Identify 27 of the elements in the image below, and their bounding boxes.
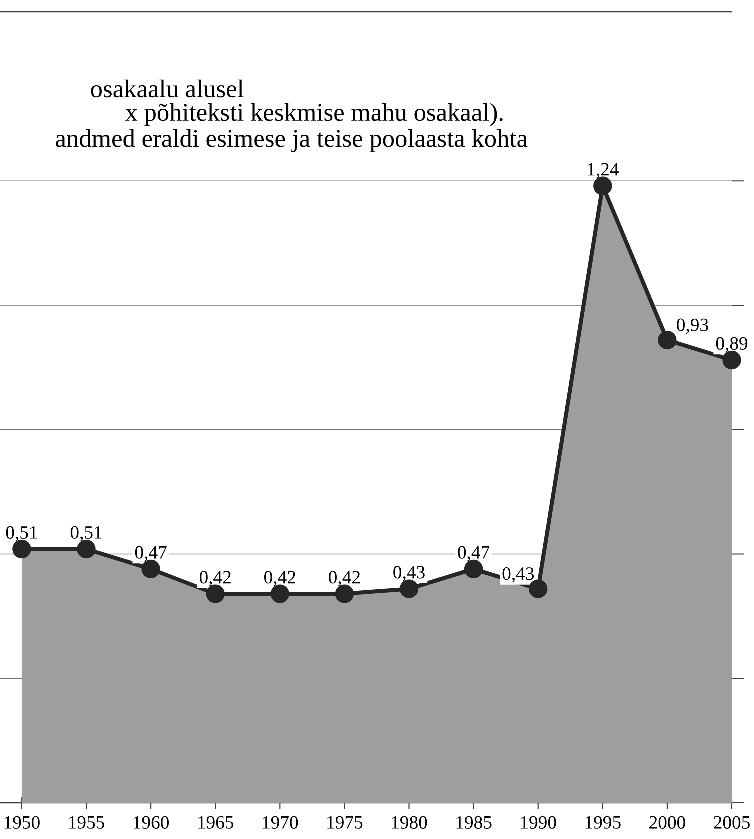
x-tick-label: 1970 bbox=[263, 816, 298, 829]
x-tick-label: 1990 bbox=[521, 816, 556, 829]
x-tick-label: 1980 bbox=[392, 816, 428, 829]
x-tick-label: 1995 bbox=[586, 816, 621, 829]
x-tick-label: 2000 bbox=[650, 816, 686, 829]
data-label: 1,24 bbox=[588, 163, 619, 179]
data-label: 0,42 bbox=[329, 571, 360, 586]
data-label: 0,42 bbox=[200, 571, 231, 586]
data-label: 0,51 bbox=[70, 526, 102, 542]
data-label: 0,89 bbox=[716, 337, 748, 353]
annotation: x põhiteksti keskmise mahu osakaal). bbox=[126, 103, 503, 126]
x-tick-label: 1965 bbox=[198, 816, 234, 829]
x-tick-label: 2005 bbox=[714, 816, 750, 829]
data-label: 0,43 bbox=[502, 568, 534, 583]
annotation: andmed eraldi esimese ja teise poolaasta kohta bbox=[56, 129, 528, 152]
data-label: 0,47 bbox=[135, 546, 167, 562]
annotation: osakaalu alusel bbox=[91, 80, 244, 98]
x-tick-label: 1985 bbox=[456, 816, 492, 829]
x-tick-label: 1955 bbox=[69, 816, 104, 829]
x-tick-label: 1975 bbox=[328, 816, 363, 829]
data-label: 0,93 bbox=[677, 318, 708, 334]
x-tick-label: 1960 bbox=[134, 816, 169, 829]
data-label: 0,43 bbox=[394, 566, 425, 582]
data-label: 0,51 bbox=[6, 526, 38, 542]
x-tick-label: 1950 bbox=[4, 816, 40, 829]
data-label: 0,47 bbox=[458, 546, 490, 562]
data-label: 0,42 bbox=[264, 571, 296, 586]
